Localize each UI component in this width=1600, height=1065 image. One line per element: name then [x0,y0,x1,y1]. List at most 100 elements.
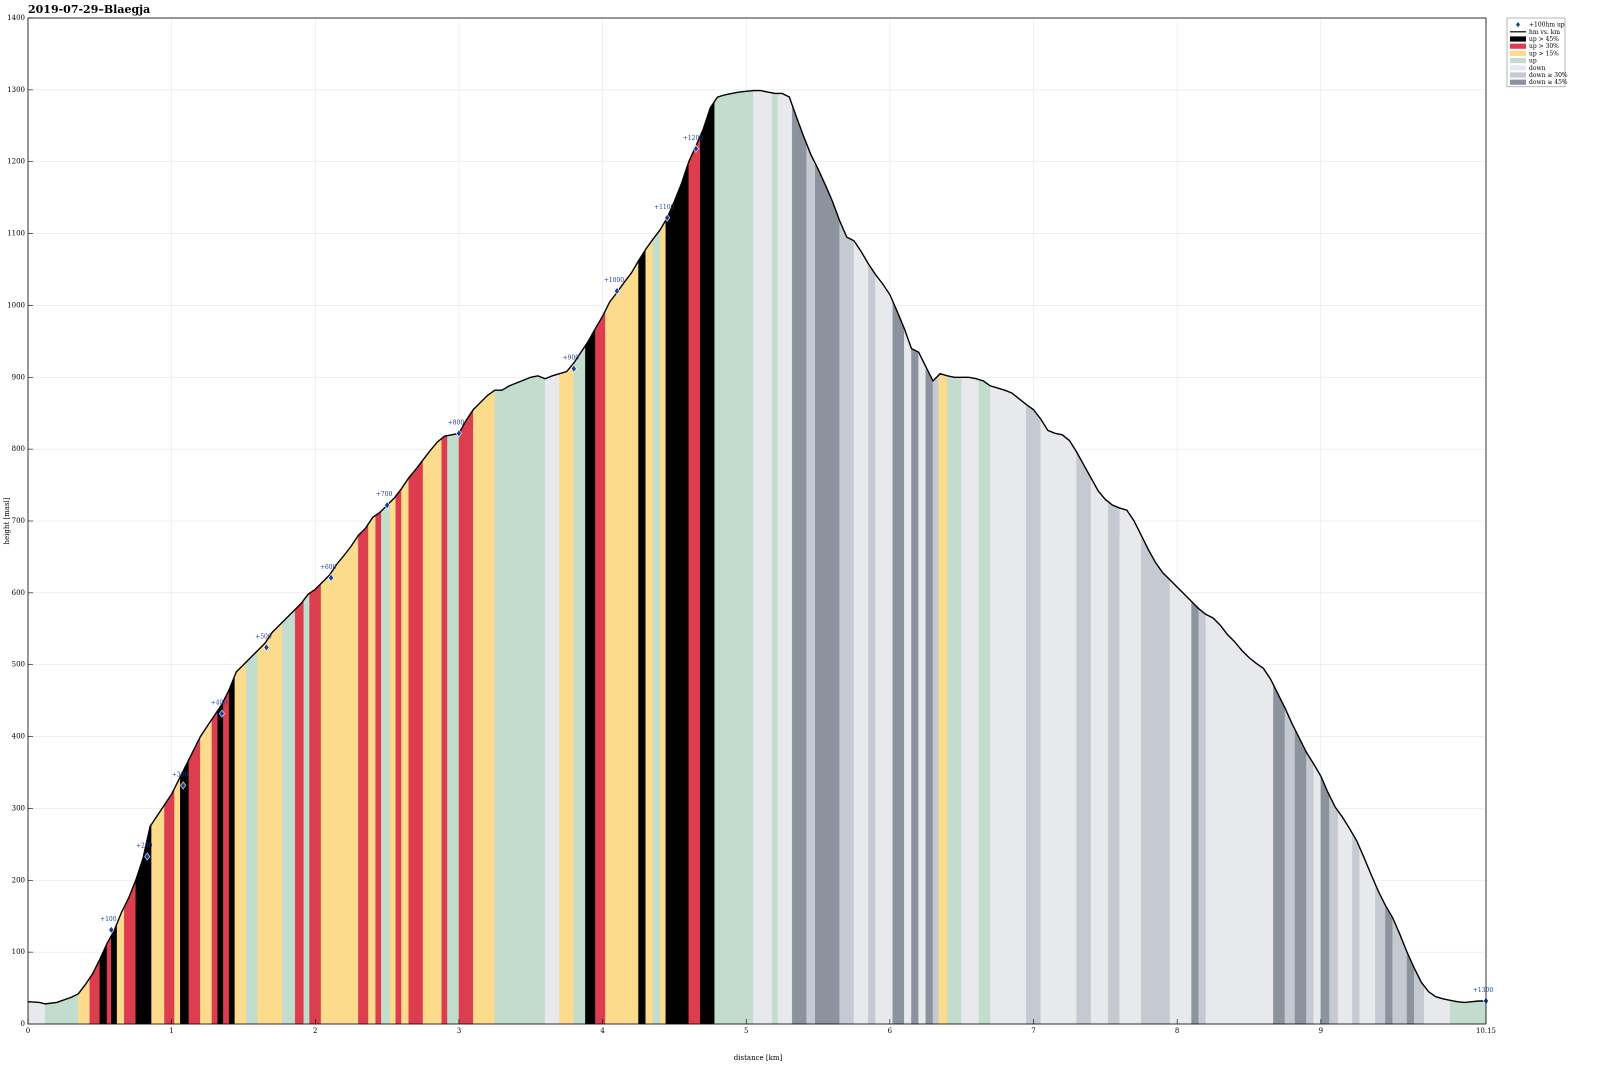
legend-swatch-up45 [1510,36,1526,42]
gradient-band-up [303,592,310,1025]
gradient-band-down45 [1406,952,1415,1025]
gradient-band-up30 [211,710,218,1025]
profile-line-layer [27,89,1486,1005]
y-tick-label: 1100 [7,230,25,238]
hm-marker-diamond [218,709,225,718]
gradient-band-up15 [78,977,90,1025]
gradient-band-down [544,373,560,1025]
gradient-band-down45 [1191,600,1199,1025]
gradient-band-down45 [911,348,919,1025]
y-axis-label: height [masl] [3,497,11,544]
hm-marker-diamond [664,213,671,222]
gradient-band-up30 [375,510,382,1025]
x-tick-label: 3 [457,1027,461,1035]
x-tick-label: 1 [169,1027,173,1035]
gradient-band-up [947,375,962,1025]
gradient-band-down [27,1001,46,1025]
gradient-band-up [509,375,546,1025]
y-tick-label: 600 [12,589,25,597]
gradient-band-down30 [1413,967,1425,1025]
hm-marker-diamond [180,781,187,790]
gradient-band-up15 [257,621,283,1025]
gradient-band-up30 [358,523,369,1025]
hm-marker-label: +1200 [683,135,703,142]
legend-swatch-down30 [1510,72,1526,78]
gradient-band-up45 [180,759,190,1025]
gradient-band-up [652,229,661,1025]
chart-title: 2019-07-29–Blaegja [28,3,151,16]
gradient-band-down45 [892,301,905,1025]
hm-marker-label: +700 [376,491,393,498]
legend-swatch-up [1510,58,1526,64]
y-tick-label: 1200 [7,158,25,166]
gradient-band-down30 [1108,501,1120,1025]
gradient-band-down45 [814,163,840,1025]
gradient-band-down [961,377,980,1025]
gradient-band-up [1449,1000,1465,1025]
gradient-band-up45 [585,327,596,1025]
gradient-band-up15 [616,260,639,1025]
y-tick-label: 900 [12,373,25,381]
hm-marker-label: +1300 [1473,987,1493,994]
gradient-band-up [282,608,296,1025]
gradient-band-down [1169,579,1192,1025]
y-tick-label: 0 [21,1020,25,1028]
hm-marker-diamond [455,429,462,438]
x-tick-label: 5 [744,1027,748,1035]
gradient-band-up30 [309,583,322,1025]
gradient-band-up [1464,1000,1487,1025]
gradient-band-down [1205,614,1242,1025]
gradient-band-down [1241,649,1274,1025]
x-axis-label: distance [km] [734,1054,783,1062]
legend-label: up > 30% [1529,43,1559,50]
gradient-band-up15 [401,477,409,1025]
gradient-band-down [1090,477,1109,1025]
hm-marker-label: +1000 [604,277,624,284]
hm-marker-label: +800 [448,419,465,426]
gradient-band-up30 [441,435,448,1025]
y-tick-label: 200 [12,876,25,884]
hm-marker-label: +400 [211,700,228,707]
gradient-band-up [978,379,991,1025]
hm-marker-label: +1100 [654,204,674,211]
gradient-band-down [1337,810,1353,1025]
gradient-band-up15 [938,373,948,1025]
gradient-band-down [753,90,773,1025]
profile-line [27,89,1486,1005]
gradient-band-up30 [223,689,230,1025]
gradient-band-up15 [151,804,165,1025]
y-tick-label: 400 [12,733,25,741]
gradient-band-down30 [806,143,816,1025]
gradient-band-up30 [294,599,304,1025]
gradient-band-down [1359,847,1376,1025]
gradient-band-up30 [164,788,175,1025]
gradient-band-up30 [688,135,701,1025]
gradient-band-up30 [124,880,136,1025]
hm-marker-label: +500 [255,633,272,640]
gradient-band-up30 [408,459,424,1025]
gradient-band-down [918,352,926,1025]
hm-marker-diamond [384,501,391,510]
gradient-band-down30 [1306,751,1314,1025]
x-tick-label: 4 [600,1027,605,1035]
gradient-band-down30 [1284,707,1296,1025]
gradient-band-up [381,501,391,1025]
gradient-band-down [777,93,793,1025]
hm-marker-label: +100 [100,916,117,923]
hm-marker-diamond [570,364,577,373]
gradient-band-down30 [1198,608,1207,1025]
hm-marker-diamond [108,925,115,934]
x-tick-label: 9 [1319,1027,1323,1035]
legend-marker-swatch [1516,22,1520,28]
x-end-tick-label: 10.15 [1476,1027,1496,1035]
gradient-band-up15 [473,389,496,1025]
gradient-band-down30 [868,263,876,1025]
gradient-band-up [447,433,460,1025]
legend-label: down ≥ 45% [1529,79,1568,86]
gradient-band-up45 [665,161,689,1025]
gradient-band-up [494,385,510,1025]
gradient-band-down45 [925,366,934,1025]
gradient-band-up [573,345,586,1025]
